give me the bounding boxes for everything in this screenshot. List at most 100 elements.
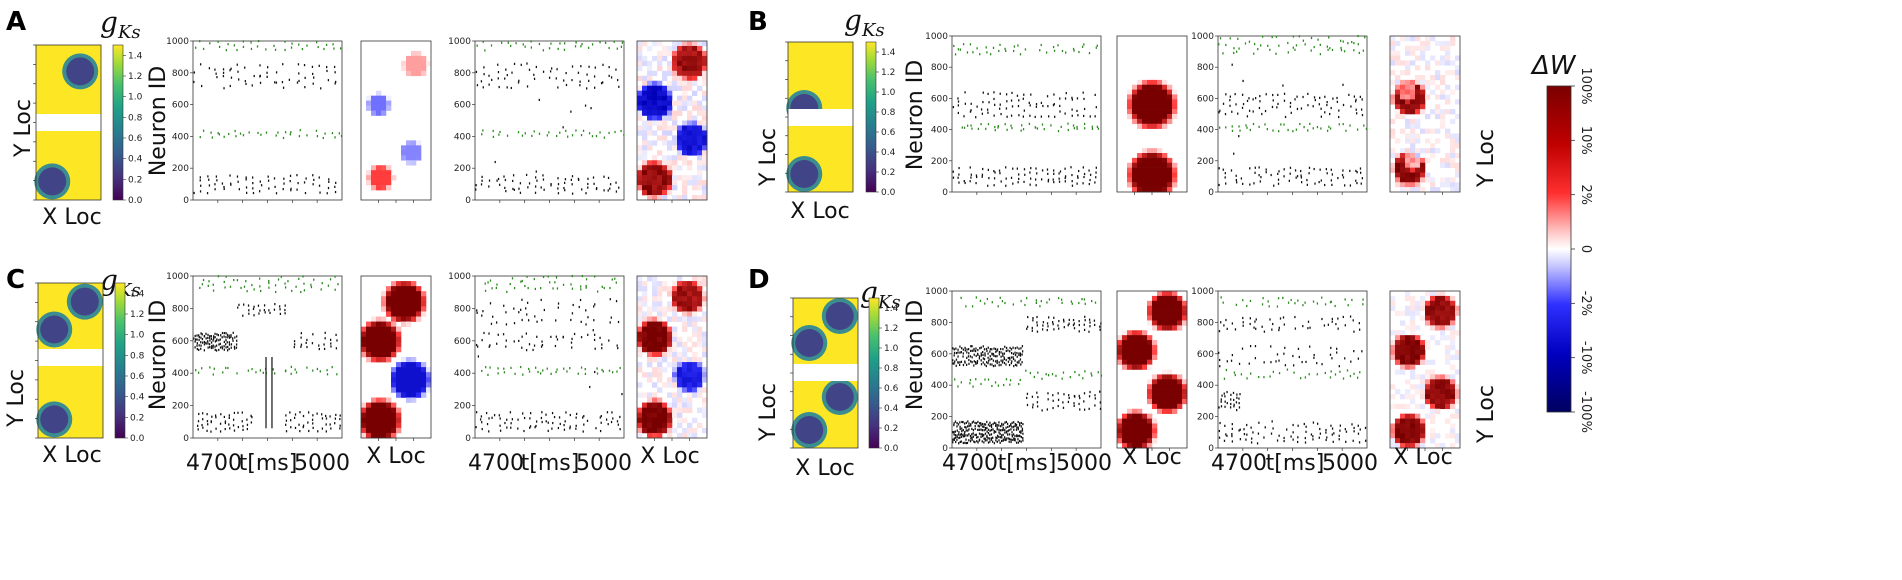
weight-cell: [1162, 182, 1168, 188]
spike: [490, 44, 493, 47]
weight-cell: [1395, 167, 1401, 173]
spike: [327, 186, 330, 190]
spike: [282, 63, 284, 66]
spike: [1224, 424, 1226, 427]
weight-cell: [697, 331, 703, 338]
weight-cell: [406, 367, 412, 373]
weight-cell: [1455, 84, 1461, 90]
spike: [1094, 394, 1096, 397]
weight-cell: [1410, 349, 1416, 356]
weight-cell: [692, 90, 698, 96]
spike: [1242, 321, 1244, 324]
weight-cell: [702, 145, 708, 151]
spike: [228, 132, 230, 136]
spike: [1332, 97, 1334, 100]
weight-cell: [396, 392, 402, 398]
colorbar-tick-label: 0.8: [130, 351, 145, 361]
spike: [542, 275, 545, 278]
spike: [592, 329, 594, 332]
spike: [977, 349, 979, 352]
weight-cell: [376, 110, 382, 116]
spike: [1265, 171, 1267, 174]
weight-cell: [1167, 315, 1173, 321]
spike: [329, 278, 332, 281]
spike: [1236, 396, 1238, 399]
spike: [1020, 431, 1022, 434]
weight-cell: [1172, 384, 1178, 390]
weight-cell: [687, 301, 693, 307]
weight-cell: [677, 412, 683, 419]
spike-band-excitatory: [193, 174, 337, 195]
spike: [1073, 327, 1076, 330]
weight-cell: [1157, 310, 1163, 316]
weight-cell: [652, 120, 658, 126]
spike: [972, 385, 974, 388]
spike: [1068, 396, 1070, 400]
weight-cell: [1167, 310, 1173, 316]
spike: [497, 372, 499, 375]
spike: [1007, 433, 1009, 436]
spike: [1084, 315, 1086, 318]
weight-cell: [426, 372, 432, 378]
weight-cell: [1172, 114, 1178, 120]
spike: [968, 424, 970, 428]
weight-cell: [677, 367, 683, 373]
spike: [997, 125, 999, 128]
weight-cell: [697, 341, 703, 348]
colorbar-tick-label: 10%: [1578, 126, 1593, 155]
axis-tick-label: 800: [454, 69, 471, 79]
weight-cell: [657, 331, 663, 338]
spike: [339, 414, 341, 417]
spike: [1017, 426, 1019, 429]
weight-cell: [1445, 335, 1451, 341]
weight-cell: [391, 407, 397, 413]
weight-cell: [1410, 36, 1416, 42]
spike: [1269, 318, 1271, 321]
spike: [1351, 40, 1353, 44]
weight-cell: [682, 55, 688, 62]
spike: [1063, 326, 1065, 329]
spike: [609, 187, 611, 190]
weight-cell: [1147, 320, 1153, 326]
colorbar-tick-label: 1.2: [128, 72, 142, 82]
spike: [957, 433, 960, 436]
weight-cell: [1415, 325, 1421, 331]
weight-cell: [1137, 177, 1143, 183]
weight-cell: [1415, 438, 1421, 444]
weight-cell: [667, 326, 673, 332]
spike: [1010, 424, 1012, 427]
weight-cell: [386, 412, 392, 419]
weight-cell: [1435, 320, 1441, 326]
spike: [1253, 182, 1255, 185]
weight-cell: [1395, 310, 1401, 316]
weight-cell: [692, 105, 698, 111]
weight-cell: [1415, 123, 1421, 129]
weight-cell: [1430, 379, 1436, 385]
weight-cell: [697, 170, 703, 176]
panel-letter: A: [6, 7, 26, 37]
spike: [555, 335, 558, 338]
spike: [962, 43, 965, 46]
weight-cell: [381, 427, 387, 434]
weight-cell: [657, 185, 663, 191]
weight-cell: [1152, 182, 1158, 188]
spike: [957, 176, 959, 179]
weight-cell: [657, 65, 663, 72]
spike: [1350, 360, 1352, 363]
weight-cell: [692, 135, 698, 141]
weight-cell: [396, 346, 402, 353]
spike: [580, 288, 582, 291]
spike: [569, 425, 571, 428]
spike: [959, 427, 961, 431]
spike: [1005, 184, 1007, 187]
spike: [1246, 304, 1248, 308]
spike: [1257, 48, 1259, 51]
weight-cell: [692, 115, 698, 121]
weight-cell: [662, 170, 668, 176]
gks-colorbar-bar: [112, 44, 124, 201]
spike: [514, 372, 516, 375]
spike: [953, 348, 955, 351]
weight-cell: [662, 75, 668, 82]
spike: [1312, 421, 1315, 424]
weight-cell: [1430, 418, 1436, 424]
